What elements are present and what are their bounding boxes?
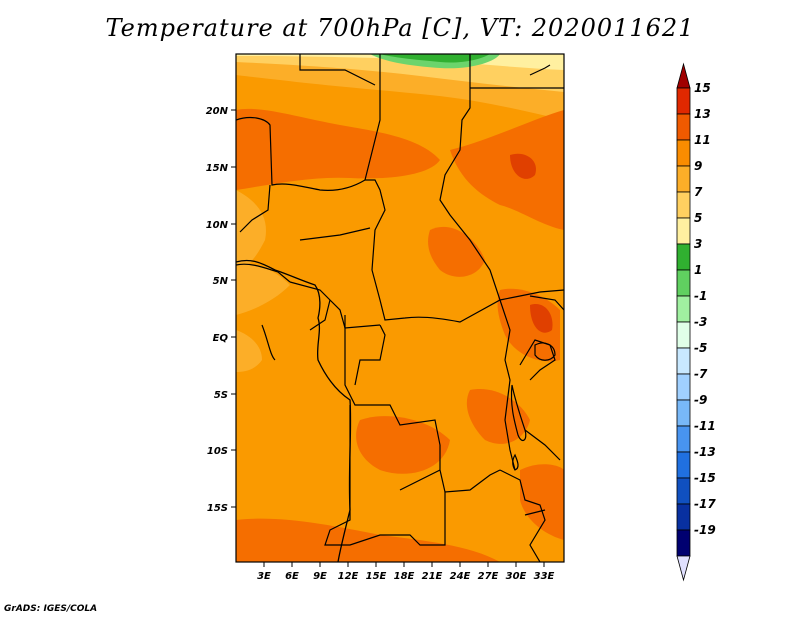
coastline xyxy=(236,259,352,562)
colorbar-box xyxy=(676,165,691,193)
colorbar-box xyxy=(676,503,691,531)
lat-label: 10S xyxy=(207,446,228,457)
map-title: Temperature at 700hPa [C], VT: 202001162… xyxy=(105,14,695,42)
colorbar-label: 3 xyxy=(694,237,702,251)
lon-label: 33E xyxy=(534,571,555,582)
lat-label: 10N xyxy=(206,220,229,231)
colorbar-box xyxy=(676,191,691,219)
colorbar-label: -9 xyxy=(694,393,707,407)
colorbar-top-arrow xyxy=(676,62,691,89)
lon-label: 24E xyxy=(450,571,471,582)
colorbar-label: -1 xyxy=(694,289,707,303)
lon-label: 18E xyxy=(394,571,415,582)
colorbar-box xyxy=(676,243,691,271)
lon-label: 21E xyxy=(422,571,443,582)
lat-label: 5N xyxy=(213,276,229,287)
colorbar-box xyxy=(676,87,691,115)
colorbar-label: 15 xyxy=(694,81,711,95)
colorbar-box xyxy=(676,399,691,427)
colorbar-label: -7 xyxy=(694,367,708,381)
colorbar-label: 7 xyxy=(694,185,703,199)
colorbar-label: -5 xyxy=(694,341,707,355)
colorbar-box xyxy=(676,477,691,505)
colorbar-label: -15 xyxy=(694,471,716,485)
colorbar-box xyxy=(676,347,691,375)
colorbar-label: 9 xyxy=(694,159,702,173)
colorbar-label: 5 xyxy=(694,211,702,225)
lon-label: 3E xyxy=(257,571,271,582)
colorbar-label: 11 xyxy=(694,133,711,147)
colorbar-box xyxy=(676,139,691,167)
lon-label: 6E xyxy=(285,571,299,582)
lon-label: 9E xyxy=(313,571,327,582)
lat-label: 5S xyxy=(214,390,228,401)
colorbar-box xyxy=(676,113,691,141)
temperature-field xyxy=(236,54,564,562)
lat-label: 15N xyxy=(206,163,229,174)
lakes xyxy=(510,342,556,516)
colorbar-label: -17 xyxy=(694,497,716,511)
colorbar-label: -19 xyxy=(694,523,716,537)
colorbar-box xyxy=(676,373,691,401)
colorbar-box xyxy=(676,321,691,349)
lon-label: 12E xyxy=(338,571,359,582)
colorbar-label: -3 xyxy=(694,315,707,329)
lon-label: 15E xyxy=(366,571,387,582)
colorbar: 15 13 11 9 7 5 3 1 -1 -3 -5 -7 -9 -11 -13 -15 -17 -19 xyxy=(676,62,716,582)
colorbar-label: 13 xyxy=(694,107,711,121)
lon-label: 27E xyxy=(478,571,499,582)
colorbar-box xyxy=(676,425,691,453)
credit-text: GrADS: IGES/COLA xyxy=(4,604,98,614)
lat-label: EQ xyxy=(213,333,229,344)
colorbar-box xyxy=(676,529,691,557)
colorbar-label: 1 xyxy=(694,263,702,277)
colorbar-label: -11 xyxy=(694,419,716,433)
longitude-axis: 3E 6E 9E 12E 15E 18E 21E 24E 27E 30E 33E xyxy=(257,562,555,582)
colorbar-box xyxy=(676,269,691,297)
political-boundaries xyxy=(236,54,564,562)
lat-label: 15S xyxy=(207,503,228,514)
map-frame xyxy=(235,53,565,563)
colorbar-box xyxy=(676,451,691,479)
colorbar-box xyxy=(676,217,691,245)
lon-label: 30E xyxy=(506,571,527,582)
colorbar-box xyxy=(676,295,691,323)
colorbar-label: -13 xyxy=(694,445,716,459)
lat-label: 20N xyxy=(206,106,229,117)
latitude-axis: 20N 15N 10N 5N EQ 5S 10S 15S xyxy=(206,106,236,514)
colorbar-bottom-arrow xyxy=(676,555,691,582)
